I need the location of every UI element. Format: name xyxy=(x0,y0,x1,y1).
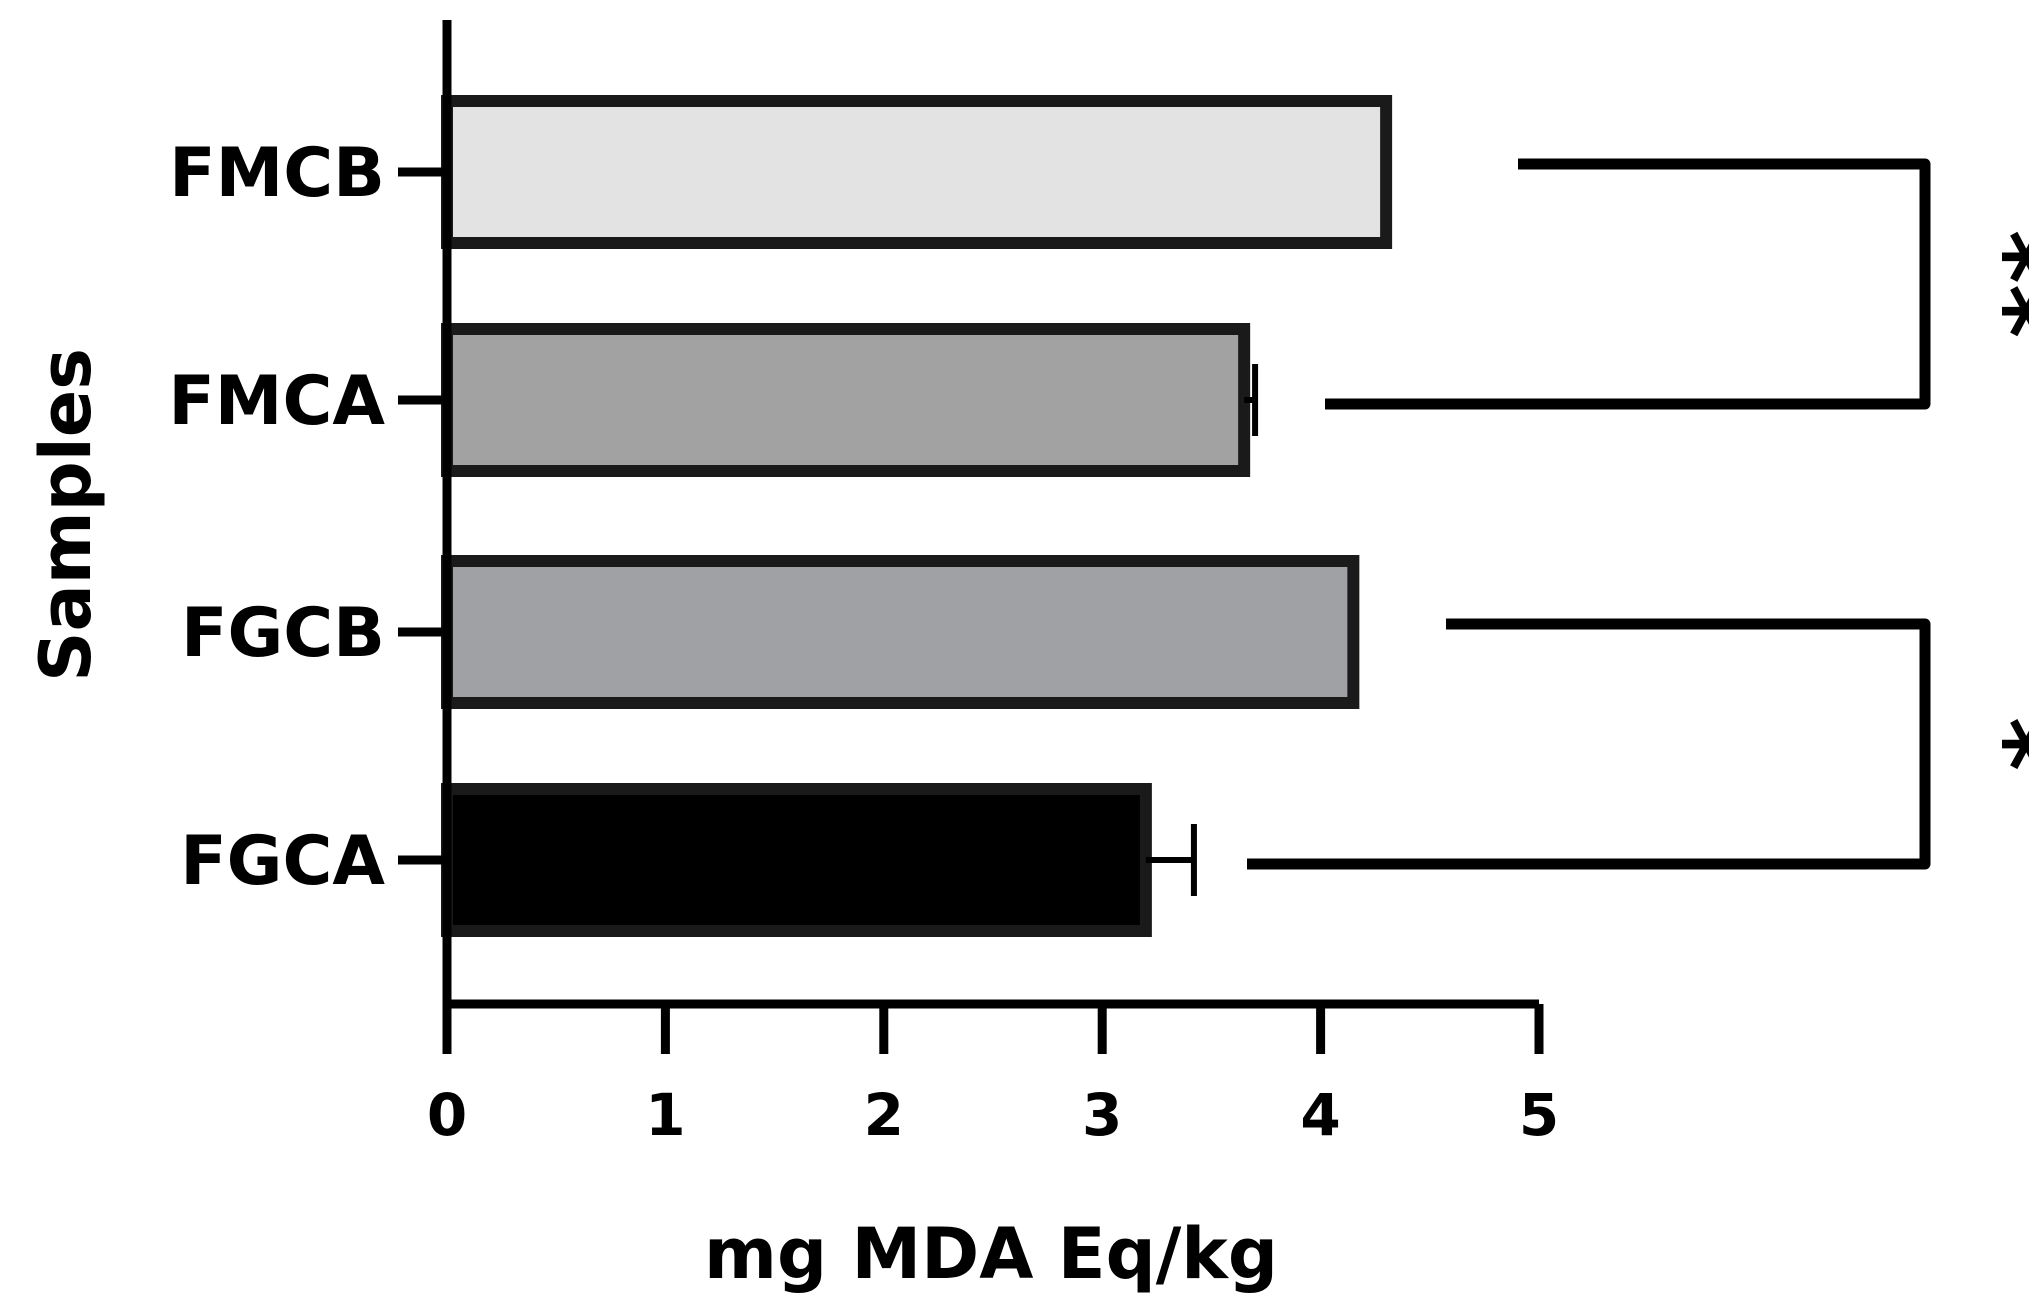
y-ticks-group: FMCB FMCA FGCB FGCA xyxy=(168,134,447,901)
significance-bracket-fmcb-fmca xyxy=(1325,158,1931,410)
y-axis-title: Samples xyxy=(25,348,107,682)
bar-fgca xyxy=(441,783,1152,937)
significance-label-2: * xyxy=(1948,717,2029,771)
bars-group xyxy=(441,95,1393,937)
y-tick-label-fgca: FGCA xyxy=(180,822,385,901)
axes-group xyxy=(442,20,1539,1009)
bar-fmcb xyxy=(441,95,1393,249)
significance-label-1: ** xyxy=(1948,230,2029,339)
x-tick-label-5: 5 xyxy=(1519,1081,1559,1149)
significance-group: *** xyxy=(1247,158,2029,870)
x-tick-label-0: 0 xyxy=(427,1081,467,1149)
x-tick-label-1: 1 xyxy=(645,1081,685,1149)
bar-fmca xyxy=(441,323,1251,477)
error-bars-group xyxy=(1145,364,1259,896)
x-tick-label-2: 2 xyxy=(864,1081,904,1149)
x-tick-label-3: 3 xyxy=(1082,1081,1122,1149)
x-ticks-group: 0 1 2 3 4 5 xyxy=(427,1004,1559,1149)
y-tick-label-fmcb: FMCB xyxy=(169,134,385,213)
y-tick-label-fmca: FMCA xyxy=(168,362,385,441)
significance-bracket-fgcb-fgca xyxy=(1247,618,1931,870)
y-tick-label-fgcb: FGCB xyxy=(181,594,385,673)
bar-fgcb xyxy=(441,555,1360,709)
x-tick-label-4: 4 xyxy=(1300,1081,1340,1149)
x-axis-title: mg MDA Eq/kg xyxy=(704,1213,1278,1295)
